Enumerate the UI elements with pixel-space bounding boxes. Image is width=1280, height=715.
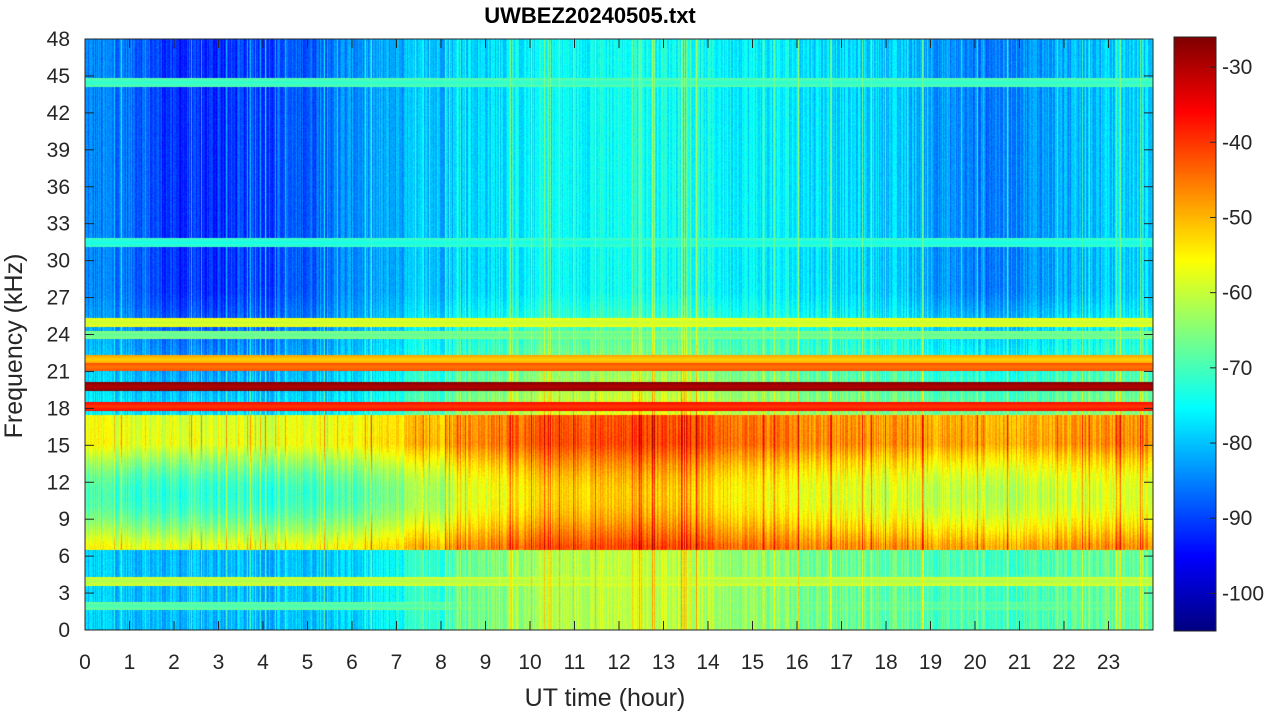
y-tick-label: 39 bbox=[47, 139, 70, 162]
y-tick-label: 27 bbox=[47, 287, 70, 310]
x-tick-label: 2 bbox=[168, 651, 180, 674]
x-tick-label: 17 bbox=[830, 651, 853, 674]
x-axis-label: UT time (hour) bbox=[525, 684, 686, 712]
colorbar-tick-label: -40 bbox=[1222, 131, 1252, 154]
x-tick-label: 4 bbox=[257, 651, 269, 674]
y-tick-label: 30 bbox=[47, 250, 70, 273]
x-tick-label: 0 bbox=[79, 651, 91, 674]
x-tick-label: 20 bbox=[963, 651, 986, 674]
colorbar-gradient bbox=[1174, 37, 1216, 631]
y-tick-label: 48 bbox=[47, 28, 70, 51]
x-tick-label: 5 bbox=[302, 651, 314, 674]
colorbar-frame bbox=[1173, 36, 1217, 632]
spectrogram-image bbox=[85, 39, 1153, 630]
x-tick-label: 9 bbox=[480, 651, 492, 674]
y-tick-label: 15 bbox=[47, 434, 70, 457]
x-tick-label: 7 bbox=[391, 651, 403, 674]
x-tick-label: 23 bbox=[1097, 651, 1120, 674]
x-tick-label: 12 bbox=[607, 651, 630, 674]
y-tick-label: 0 bbox=[58, 619, 70, 642]
x-tick-label: 18 bbox=[874, 651, 897, 674]
colorbar-tick-label: -80 bbox=[1222, 432, 1252, 455]
x-axis: 0 1 2 3 4 5 6 7 8 9 10 11 12 13 14 15 16 17 18 19 20 21 22 23 bbox=[79, 39, 1120, 674]
colorbar-tick-label: -60 bbox=[1222, 282, 1252, 305]
x-tick-label: 8 bbox=[435, 651, 447, 674]
x-tick-label: 1 bbox=[124, 651, 136, 674]
x-tick-label: 10 bbox=[518, 651, 541, 674]
x-tick-label: 15 bbox=[741, 651, 764, 674]
colorbar-ticks: -30 -40 -50 -60 -70 -80 -90 -100 bbox=[1210, 56, 1264, 605]
y-tick-label: 36 bbox=[47, 176, 70, 199]
colorbar-tick-label: -90 bbox=[1222, 507, 1252, 530]
x-tick-label: 3 bbox=[213, 651, 225, 674]
y-tick-label: 42 bbox=[47, 102, 70, 125]
x-tick-label: 19 bbox=[919, 651, 942, 674]
colorbar-tick-label: -50 bbox=[1222, 206, 1252, 229]
y-tick-label: 18 bbox=[47, 397, 70, 420]
y-tick-label: 33 bbox=[47, 213, 70, 236]
x-tick-label: 14 bbox=[696, 651, 720, 674]
y-tick-label: 45 bbox=[47, 65, 70, 88]
x-tick-label: 6 bbox=[346, 651, 358, 674]
colorbar-tick-label: -30 bbox=[1222, 56, 1252, 79]
colorbar-tick-label: -70 bbox=[1222, 357, 1252, 380]
y-tick-label: 24 bbox=[47, 324, 71, 347]
x-tick-label: 22 bbox=[1052, 651, 1075, 674]
y-axis-label: Frequency (kHz) bbox=[0, 254, 28, 439]
y-tick-label: 9 bbox=[58, 508, 70, 531]
spectrogram-plot-area bbox=[84, 38, 1154, 631]
chart-title: UWBEZ20240505.txt bbox=[484, 3, 696, 28]
x-tick-label: 21 bbox=[1008, 651, 1031, 674]
x-tick-label: 16 bbox=[785, 651, 808, 674]
colorbar: -30 -40 -50 -60 -70 -80 -90 -100 bbox=[1173, 36, 1264, 632]
x-tick-label: 11 bbox=[564, 651, 586, 674]
colorbar-tick-label: -100 bbox=[1222, 582, 1264, 605]
x-tick-label: 13 bbox=[652, 651, 675, 674]
y-tick-label: 12 bbox=[47, 471, 70, 494]
y-tick-label: 21 bbox=[47, 360, 70, 383]
y-tick-label: 6 bbox=[58, 545, 70, 568]
y-tick-label: 3 bbox=[58, 582, 70, 605]
